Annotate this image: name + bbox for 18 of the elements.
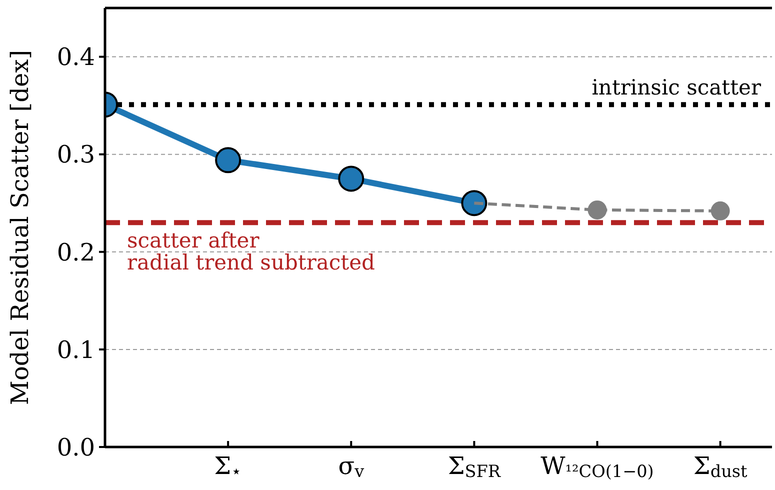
point — [338, 166, 364, 192]
y-tick-label: 0.0 — [56, 433, 95, 462]
x-tick-label: Σ$_{SFR}$ — [448, 452, 502, 482]
y-axis-title: Model Residual Scatter [dex] — [6, 50, 34, 406]
point — [215, 147, 242, 174]
x-tick-label: Σ$_{dust}$ — [693, 452, 748, 482]
y-tick-label: 0.3 — [56, 140, 95, 169]
y-tick-label: 0.1 — [56, 336, 95, 364]
x-tick-label: σ$_{v}$ — [338, 452, 365, 482]
x-tick-label: W$_{¹²CO(1−0)}$ — [540, 452, 654, 482]
y-tick-label: 0.2 — [56, 238, 95, 266]
y-tick-label: 0.4 — [56, 43, 95, 72]
point — [710, 201, 730, 220]
point — [588, 200, 607, 220]
ref-line-label: intrinsic scatter — [592, 76, 762, 100]
ref-line-label: scatter after radial trend subtracted — [127, 228, 375, 275]
point — [461, 190, 488, 216]
x-tick-label: Σ$_{⋆}$ — [214, 452, 242, 482]
